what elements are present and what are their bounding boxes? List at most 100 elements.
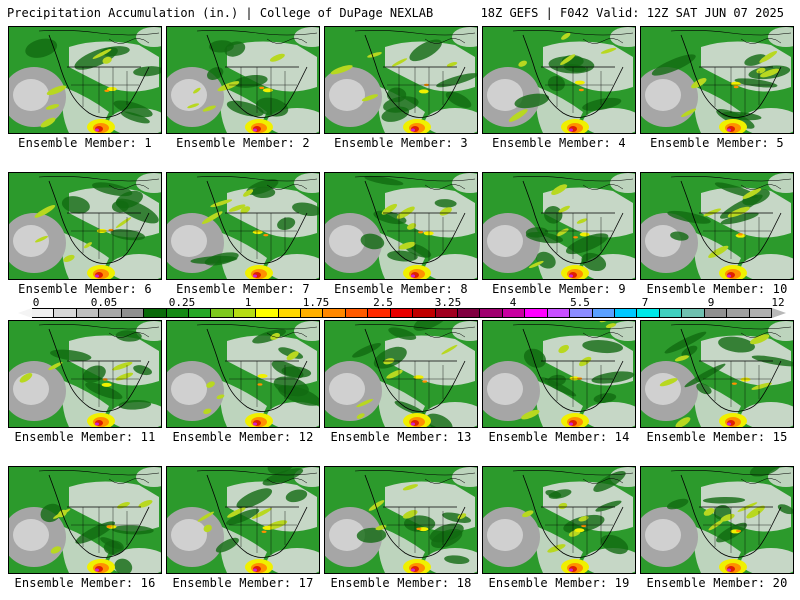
colorbar-tick-label: 1 bbox=[244, 296, 252, 309]
precipitation-map bbox=[166, 466, 320, 574]
colorbar-high-arrow bbox=[772, 308, 786, 318]
chart-title: Precipitation Accumulation (in.) | Colle… bbox=[7, 6, 434, 20]
valid-time-label: 18Z GEFS | F042 Valid: 12Z SAT JUN 07 20… bbox=[480, 6, 784, 20]
colorbar-segment bbox=[278, 309, 302, 317]
colorbar-segment bbox=[233, 309, 257, 317]
colorbar-segment bbox=[525, 309, 548, 317]
colorbar-segment bbox=[76, 309, 100, 317]
colorbar-segment bbox=[749, 309, 772, 317]
precipitation-map bbox=[8, 466, 162, 574]
precipitation-map bbox=[640, 466, 794, 574]
ensemble-member-label: Ensemble Member: 18 bbox=[330, 576, 472, 590]
ensemble-member-label: Ensemble Member: 13 bbox=[330, 430, 472, 444]
colorbar-low-arrow bbox=[18, 308, 32, 318]
colorbar-tick-label: 2.5 bbox=[373, 296, 393, 309]
colorbar-scale bbox=[32, 308, 772, 318]
colorbar-segment bbox=[592, 309, 615, 317]
ensemble-member-label: Ensemble Member: 17 bbox=[172, 576, 314, 590]
colorbar-segment bbox=[659, 309, 683, 317]
precipitation-map bbox=[324, 172, 478, 280]
colorbar-segment bbox=[682, 309, 705, 317]
precipitation-map bbox=[482, 172, 636, 280]
ensemble-member-label: Ensemble Member: 1 bbox=[18, 136, 152, 150]
precipitation-map bbox=[166, 172, 320, 280]
ensemble-member-panel: Ensemble Member: 16 bbox=[8, 466, 162, 590]
ensemble-member-label: Ensemble Member: 19 bbox=[488, 576, 630, 590]
precipitation-map bbox=[640, 26, 794, 134]
colorbar-segment bbox=[368, 309, 391, 317]
colorbar-tick-label: 0.05 bbox=[90, 296, 118, 309]
colorbar-segment bbox=[345, 309, 369, 317]
colorbar-segment bbox=[704, 309, 728, 317]
ensemble-member-label: Ensemble Member: 10 bbox=[646, 282, 788, 296]
colorbar-segment bbox=[727, 309, 750, 317]
ensemble-member-label: Ensemble Member: 4 bbox=[492, 136, 626, 150]
ensemble-member-panel: Ensemble Member: 5 bbox=[640, 26, 794, 150]
ensemble-member-label: Ensemble Member: 7 bbox=[176, 282, 310, 296]
colorbar-segment bbox=[144, 309, 167, 317]
colorbar-segment bbox=[54, 309, 77, 317]
colorbar-tick-label: 3.25 bbox=[434, 296, 462, 309]
colorbar-segment bbox=[188, 309, 212, 317]
colorbar-tick-label: 0.25 bbox=[168, 296, 196, 309]
ensemble-member-label: Ensemble Member: 8 bbox=[334, 282, 468, 296]
colorbar-segment bbox=[166, 309, 189, 317]
colorbar-segment bbox=[413, 309, 436, 317]
ensemble-member-panel: Ensemble Member: 6 bbox=[8, 172, 162, 296]
ensemble-member-panel: Ensemble Member: 11 bbox=[8, 320, 162, 444]
colorbar-segment bbox=[256, 309, 279, 317]
ensemble-member-label: Ensemble Member: 20 bbox=[646, 576, 788, 590]
precipitation-map bbox=[166, 26, 320, 134]
colorbar-segment bbox=[458, 309, 481, 317]
ensemble-member-panel: Ensemble Member: 14 bbox=[482, 320, 636, 444]
ensemble-member-panel: Ensemble Member: 17 bbox=[166, 466, 320, 590]
ensemble-member-panel: Ensemble Member: 8 bbox=[324, 172, 478, 296]
ensemble-member-panel: Ensemble Member: 15 bbox=[640, 320, 794, 444]
colorbar-segment bbox=[99, 309, 122, 317]
ensemble-member-panel: Ensemble Member: 2 bbox=[166, 26, 320, 150]
precipitation-map bbox=[8, 172, 162, 280]
colorbar-segment bbox=[323, 309, 346, 317]
precipitation-map bbox=[482, 26, 636, 134]
ensemble-member-label: Ensemble Member: 2 bbox=[176, 136, 310, 150]
ensemble-member-label: Ensemble Member: 3 bbox=[334, 136, 468, 150]
ensemble-member-label: Ensemble Member: 9 bbox=[492, 282, 626, 296]
precipitation-colorbar: 0 0.05 0.25 1 1.75 2.5 3.25 4 5.5 7 9 12 bbox=[14, 296, 790, 320]
colorbar-tick-label: 5.5 bbox=[570, 296, 590, 309]
colorbar-segment bbox=[211, 309, 234, 317]
precipitation-map bbox=[8, 26, 162, 134]
ensemble-member-panel: Ensemble Member: 10 bbox=[640, 172, 794, 296]
ensemble-member-label: Ensemble Member: 15 bbox=[646, 430, 788, 444]
ensemble-member-label: Ensemble Member: 12 bbox=[172, 430, 314, 444]
colorbar-segment bbox=[502, 309, 526, 317]
colorbar-segment bbox=[480, 309, 503, 317]
ensemble-member-label: Ensemble Member: 5 bbox=[650, 136, 784, 150]
colorbar-segment bbox=[390, 309, 414, 317]
colorbar-tick-label: 1.75 bbox=[302, 296, 330, 309]
precipitation-map bbox=[324, 466, 478, 574]
colorbar-segment bbox=[301, 309, 324, 317]
precipitation-map bbox=[482, 320, 636, 428]
ensemble-member-panel: Ensemble Member: 4 bbox=[482, 26, 636, 150]
colorbar-segment bbox=[637, 309, 660, 317]
colorbar-tick-label: 7 bbox=[641, 296, 649, 309]
precipitation-map bbox=[640, 320, 794, 428]
ensemble-member-panel: Ensemble Member: 19 bbox=[482, 466, 636, 590]
ensemble-member-panel: Ensemble Member: 12 bbox=[166, 320, 320, 444]
ensemble-member-panel: Ensemble Member: 3 bbox=[324, 26, 478, 150]
ensemble-member-label: Ensemble Member: 6 bbox=[18, 282, 152, 296]
colorbar-segment bbox=[614, 309, 638, 317]
ensemble-member-panel: Ensemble Member: 13 bbox=[324, 320, 478, 444]
colorbar-segment bbox=[435, 309, 459, 317]
precipitation-map bbox=[640, 172, 794, 280]
ensemble-member-panel: Ensemble Member: 1 bbox=[8, 26, 162, 150]
ensemble-member-label: Ensemble Member: 16 bbox=[14, 576, 156, 590]
colorbar-segment bbox=[570, 309, 593, 317]
precipitation-map bbox=[8, 320, 162, 428]
ensemble-member-label: Ensemble Member: 14 bbox=[488, 430, 630, 444]
ensemble-member-panel: Ensemble Member: 7 bbox=[166, 172, 320, 296]
colorbar-tick-label: 9 bbox=[707, 296, 715, 309]
precipitation-map bbox=[166, 320, 320, 428]
ensemble-member-panel: Ensemble Member: 20 bbox=[640, 466, 794, 590]
precipitation-map bbox=[482, 466, 636, 574]
